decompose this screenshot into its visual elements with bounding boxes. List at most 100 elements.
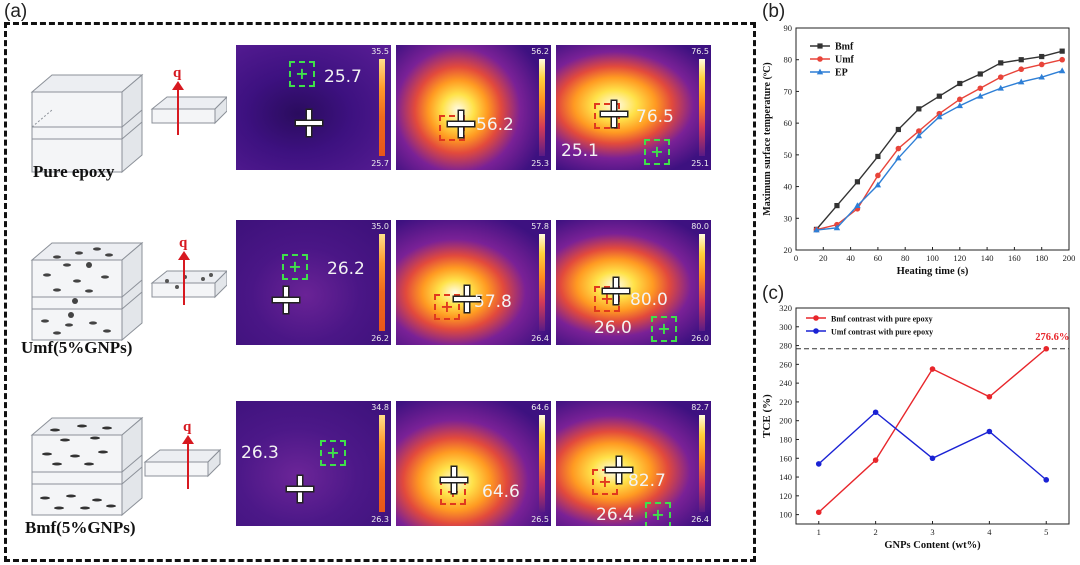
data-point [833, 224, 841, 231]
data-point [1059, 48, 1065, 54]
data-point [1018, 78, 1025, 85]
scale-min-label: 26.2 [371, 334, 389, 343]
color-scale-bar [539, 59, 545, 156]
x-tick-label: 80 [901, 253, 910, 263]
data-point [977, 85, 984, 92]
legend-label: Umf [835, 55, 855, 66]
data-point [875, 153, 881, 160]
heat-flux-arrow [172, 81, 184, 135]
thermal-image: + 26.2 35.0 26.2 [236, 220, 391, 345]
scale-max-label: 35.0 [371, 222, 389, 231]
color-scale-bar [539, 234, 545, 331]
scale-min-label: 26.4 [531, 334, 549, 343]
sample-label: Pure epoxy [33, 162, 115, 181]
thermal-image: + 57.8 57.8 26.4 [396, 220, 551, 345]
hotspot-marker: + [594, 286, 620, 312]
x-tick-label: 3 [930, 527, 934, 537]
temperature-readout: 57.8 [474, 292, 512, 312]
panel-b-label: (b) [762, 1, 786, 22]
data-point [916, 128, 922, 134]
temperature-readout: 26.4 [596, 505, 634, 525]
data-point [916, 106, 922, 112]
sample-label: Bmf(5%GNPs) [25, 518, 136, 537]
ambient-marker: + [320, 440, 346, 466]
series-1 [813, 56, 1065, 233]
y-tick-label: 260 [779, 359, 792, 369]
scale-min-label: 26.4 [691, 515, 709, 524]
data-point [936, 113, 943, 120]
series-line [815, 50, 1063, 230]
data-point [1043, 477, 1050, 483]
data-point [986, 393, 993, 400]
color-scale-bar [539, 415, 545, 512]
x-tick-label: 40 [846, 253, 855, 263]
y-axis-label: Maximum surface temperature (ºC) [762, 62, 773, 215]
data-point [977, 71, 983, 77]
heat-flux-label: q [179, 235, 188, 251]
color-scale-bar [699, 415, 705, 512]
ambient-marker: + [289, 61, 315, 87]
data-point [1039, 53, 1045, 60]
ambient-marker: + [282, 254, 308, 280]
heat-flux-arrow [182, 435, 194, 489]
data-point [998, 60, 1004, 66]
scale-max-label: 34.8 [371, 403, 389, 412]
x-tick-label: 140 [981, 253, 994, 263]
heat-flux-label: q [183, 419, 192, 435]
x-tick-label: 180 [1035, 253, 1048, 263]
crosshair-icon [454, 286, 480, 312]
pure-epoxy-schematic [30, 73, 227, 174]
color-scale-bar [379, 234, 385, 331]
scale-min-label: 26.5 [531, 515, 549, 524]
legend-label: Umf contrast with pure epoxy [831, 328, 933, 337]
temperature-readout: 82.7 [628, 471, 666, 491]
data-point [1059, 56, 1065, 63]
series-line [818, 411, 1047, 481]
data-point [874, 181, 882, 188]
x-tick-label: 200 [1063, 253, 1076, 263]
temperature-readout: 80.0 [630, 290, 668, 310]
data-point [956, 102, 963, 109]
y-tick-label: 320 [779, 303, 792, 313]
chart-c-tce-vs-content: 1 2 3 4 5 100 120 140 160 180 200 220 240 260 280 300 32… [761, 303, 1070, 551]
x-tick-label: 100 [926, 253, 939, 263]
crosshair-icon [287, 476, 313, 502]
y-tick-label: 300 [779, 322, 792, 332]
peak-annotation: 276.6% [1035, 332, 1069, 343]
thermal-image: + 80.0 26.0 + 80.0 26.0 [556, 220, 711, 345]
y-tick-label: 240 [779, 378, 792, 388]
legend-marker [813, 315, 819, 321]
legend-marker [817, 56, 823, 62]
y-tick-label: 60 [784, 118, 793, 128]
series-0 [815, 345, 1050, 516]
crosshair-icon [441, 467, 467, 493]
data-point [929, 366, 936, 372]
temperature-readout: 76.5 [636, 107, 674, 127]
data-point [977, 92, 984, 99]
data-point [872, 457, 879, 463]
thermal-image: + 64.6 64.6 26.5 [396, 401, 551, 526]
scale-max-label: 76.5 [691, 47, 709, 56]
color-scale-bar [379, 59, 385, 156]
data-point [895, 154, 902, 161]
temperature-readout: 56.2 [476, 115, 514, 135]
color-scale-bar [379, 415, 385, 512]
data-point [997, 74, 1004, 80]
y-tick-label: 40 [784, 182, 793, 192]
bmf-schematic [30, 416, 222, 517]
y-tick-label: 100 [779, 510, 792, 520]
series-line [818, 348, 1047, 513]
x-tick-label: 0 [794, 253, 798, 263]
data-point [1018, 66, 1025, 73]
x-tick-label: 1 [817, 527, 821, 537]
temperature-readout: 25.1 [561, 141, 599, 161]
scale-max-label: 80.0 [691, 222, 709, 231]
x-tick-label: 60 [874, 253, 883, 263]
data-point [815, 461, 822, 467]
y-tick-label: 90 [784, 23, 793, 33]
panel-a-label: (a) [4, 1, 28, 22]
legend-marker [817, 43, 823, 49]
crosshair-icon [448, 111, 474, 137]
series-0 [813, 48, 1065, 232]
y-tick-label: 20 [784, 245, 793, 255]
